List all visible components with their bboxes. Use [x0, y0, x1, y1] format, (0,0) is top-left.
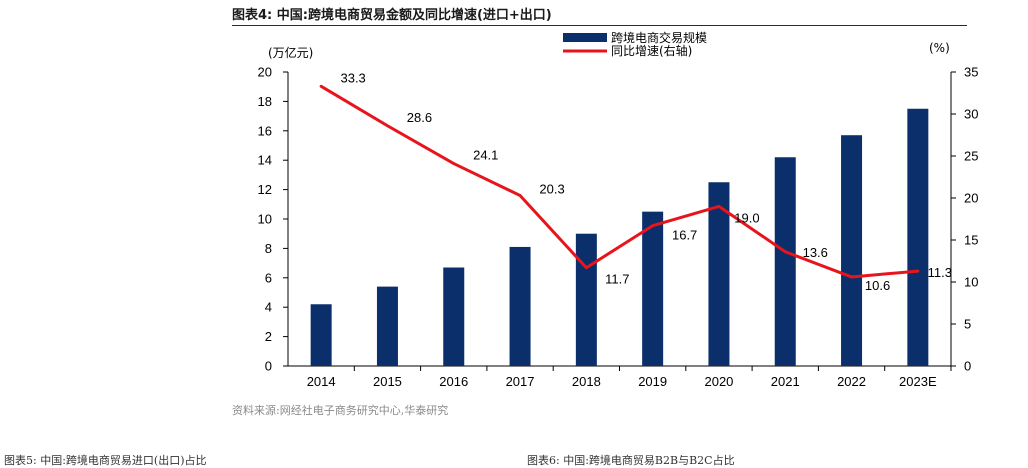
- y-right-tick-label: 20: [964, 191, 978, 206]
- data-label: 16.7: [672, 228, 697, 243]
- title-rule: [232, 25, 967, 26]
- bar: [774, 157, 796, 366]
- y-right-tick-label: 10: [964, 275, 978, 290]
- bar: [376, 286, 398, 366]
- next-figure-title-left: 图表5: 中国:跨境电商贸易进口(出口)占比: [4, 454, 207, 467]
- data-label: 33.3: [340, 70, 365, 85]
- y-right-tick-label: 30: [964, 107, 978, 122]
- y-right-tick-label: 0: [964, 359, 971, 374]
- figure-title: 图表4: 中国:跨境电商贸易金额及同比增速(进口+出口): [232, 8, 552, 23]
- y-left-unit: (万亿元): [268, 45, 313, 60]
- y-left-tick-label: 10: [258, 212, 272, 227]
- y-left-tick-label: 8: [265, 241, 272, 256]
- x-tick-label: 2015: [373, 374, 402, 389]
- y-left-tick-label: 20: [258, 65, 272, 80]
- x-tick-label: 2020: [704, 374, 733, 389]
- data-label: 11.3: [928, 265, 952, 280]
- x-tick-label: 2016: [439, 374, 468, 389]
- bar: [642, 211, 664, 366]
- bar: [575, 233, 597, 366]
- y-left-tick-label: 2: [265, 329, 272, 344]
- y-left-tick-label: 6: [265, 270, 272, 285]
- y-left-tick-label: 4: [265, 300, 272, 315]
- x-tick-label: 2014: [307, 374, 336, 389]
- y-right-tick-label: 15: [964, 233, 978, 248]
- legend-label-bar: 跨境电商交易规模: [611, 30, 707, 45]
- bar: [907, 108, 929, 366]
- growth-line: [319, 84, 920, 279]
- x-tick-label: 2023E: [899, 374, 937, 389]
- data-label: 24.1: [473, 148, 498, 163]
- next-figure-title-right: 图表6: 中国:跨境电商贸易B2B与B2C占比: [527, 454, 735, 467]
- legend-swatch-bar: [563, 33, 607, 42]
- legend-label-line: 同比增速(右轴): [611, 43, 692, 58]
- y-left-tick-label: 0: [265, 359, 272, 374]
- bar: [310, 304, 332, 366]
- x-tick-label: 2019: [638, 374, 667, 389]
- y-right-tick-label: 35: [964, 65, 978, 80]
- data-label: 20.3: [539, 181, 564, 196]
- data-label: 13.6: [803, 245, 828, 260]
- y-right-tick-label: 5: [964, 317, 971, 332]
- bar: [708, 182, 730, 366]
- data-label: 19.0: [734, 210, 759, 225]
- x-tick-label: 2022: [837, 374, 866, 389]
- y-left-tick-label: 18: [258, 94, 272, 109]
- data-label: 10.6: [865, 278, 890, 293]
- x-tick-label: 2017: [506, 374, 535, 389]
- bar: [509, 246, 531, 366]
- x-tick-label: 2021: [771, 374, 800, 389]
- y-left-tick-label: 16: [258, 123, 272, 138]
- chart: 0 2 4 6 8 10 12 14 16 18 20 0 5 10 15 20 25 30 35 (万亿元) (%) 2…: [258, 30, 979, 389]
- y-left-tick-label: 14: [258, 153, 272, 168]
- y-right-tick-label: 25: [964, 149, 978, 164]
- bar: [841, 135, 863, 366]
- bar: [443, 267, 465, 366]
- data-label: 11.7: [605, 272, 629, 287]
- x-tick-label: 2018: [572, 374, 601, 389]
- data-label: 28.6: [407, 110, 432, 125]
- y-left-tick-label: 12: [258, 182, 272, 197]
- source-note: 资料来源:网经社电子商务研究中心,华泰研究: [232, 404, 449, 417]
- y-right-unit: (%): [929, 41, 950, 55]
